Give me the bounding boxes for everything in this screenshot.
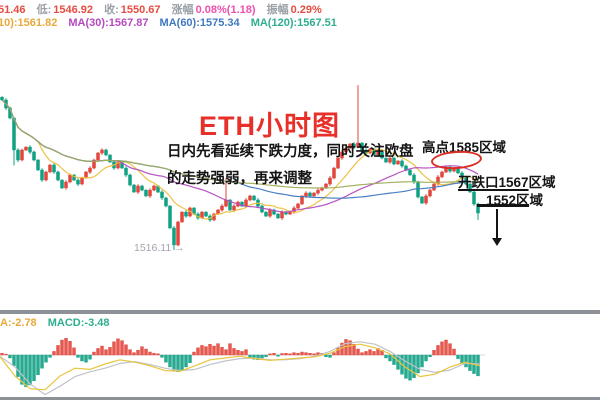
analysis-note-line1: 日内先看延续下跌力度，同时关注欧盘 [167,144,414,160]
analysis-note-line2: 的走势强弱，再来调整 [167,171,312,187]
price-chart-canvas[interactable] [0,40,600,310]
gap-zone-label: 开跌口1567区域 [458,171,556,191]
ma10-legend: 10):1561.82 [0,17,58,29]
ma30-legend: MA(30):1567.87 [68,17,149,29]
change-label: 涨幅 [171,4,194,16]
ohlc-low-label: 低: [36,4,52,16]
ohlc-header-row: 51.46 低: 1546.92 收: 1550.67 涨幅 0.08%(1.18) … [0,1,324,17]
ohlc-low-value: 1546.92 [53,4,94,16]
low-price-marker: 1516.11 → [134,242,185,254]
ohlc-high-value: 51.46 [0,4,26,16]
panel-separator-bottom [0,397,600,400]
ohlc-close-value: 1550.67 [120,4,161,16]
chart-title: ETH小时图 [199,111,340,141]
down-arrow-stem [496,209,498,238]
ma-line-10 [1,99,479,220]
high-zone-label: 高点1585区域 [422,140,507,155]
candles-layer [0,85,480,250]
macd-chart-canvas[interactable] [0,314,600,406]
change-value: 0.08%(1.18) [195,4,256,16]
ohlc-close-label: 收: [104,4,119,16]
ma-line-120 [1,99,479,189]
dea-line [0,341,481,396]
amplitude-value: 0.29% [290,4,322,16]
dif-line [0,343,481,391]
ma120-legend: MA(120):1567.51 [250,17,337,29]
macd-value-label: MACD:-3.48 [47,317,110,329]
panel-separator-top[interactable] [0,310,600,314]
ma60-legend: MA(60):1575.34 [159,17,240,29]
ma-legend-row: 10):1561.82 MA(30):1567.87 MA(60):1575.3… [0,17,339,29]
down-arrow-head-icon [492,238,502,246]
support-zone-underline [477,204,529,207]
gap-zone-label-tail: 区域 [528,175,556,190]
ma-lines-layer [1,99,479,220]
amplitude-label: 振幅 [266,4,289,16]
dea-value-label: A:-2.78 [0,317,37,329]
macd-header: A:-2.78 MACD:-3.48 [0,317,117,329]
gap-zone-label-underlined: 开跌口1567 [458,175,529,190]
